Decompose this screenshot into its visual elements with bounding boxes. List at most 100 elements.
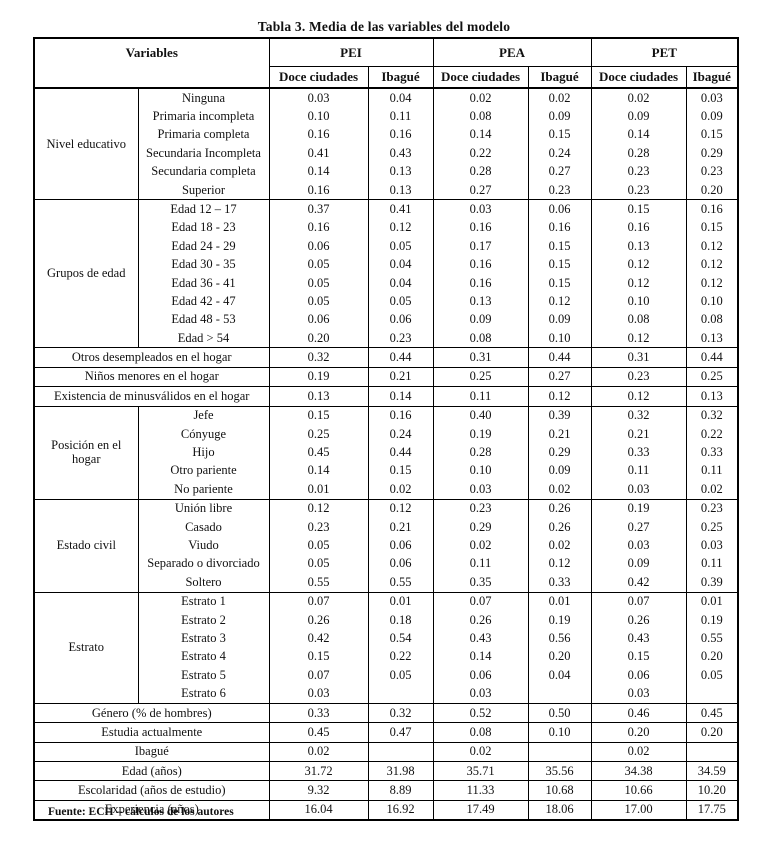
value-cell: 0.42	[268, 629, 369, 648]
table-section: Experiencia (años) 16.04 16.92 17.49 18.06 17…	[33, 799, 739, 821]
value-cell: 0.12	[590, 273, 687, 293]
value-cell: 0.12	[685, 255, 739, 274]
value-cell: 0.02	[590, 87, 687, 108]
value-cell: 0.15	[527, 237, 592, 256]
value-cell: 0.14	[367, 386, 434, 407]
value-cell: 0.19	[527, 610, 592, 630]
value-cell: 0.04	[367, 273, 434, 293]
value-cell: 0.06	[367, 536, 434, 555]
value-cell: 0.13	[685, 386, 739, 407]
value-cell: 0.52	[432, 702, 529, 723]
value-cell: 0.05	[268, 273, 369, 293]
variable-label: Existencia de minusválidos en el hogar	[33, 386, 270, 407]
value-cell: 0.15	[367, 461, 434, 481]
value-cell: 34.38	[590, 761, 687, 781]
value-cell: 0.26	[527, 498, 592, 518]
value-cell: 0.21	[367, 366, 434, 387]
value-cell: 0.06	[590, 666, 687, 685]
column-header-variables: Variables	[33, 38, 270, 89]
table-row: Hijo 0.45 0.44 0.28 0.29 0.33 0.33	[34, 443, 739, 462]
value-cell: 10.68	[527, 780, 592, 801]
value-cell: 0.13	[367, 162, 434, 181]
value-cell: 0.12	[590, 255, 687, 274]
value-cell: 0.22	[367, 647, 434, 667]
value-cell: 0.05	[367, 292, 434, 311]
value-cell: 16.04	[268, 799, 369, 821]
value-cell: 0.03	[268, 684, 369, 704]
value-cell: 0.03	[590, 536, 687, 555]
value-cell: 0.33	[685, 443, 739, 462]
table-row: Niños menores en el hogar 0.19 0.21 0.25 0.2…	[33, 366, 739, 387]
value-cell: 0.16	[432, 273, 529, 293]
column-header-pei: PEI	[268, 38, 434, 67]
value-cell: 0.07	[590, 591, 687, 611]
value-cell: 0.44	[527, 347, 592, 368]
value-cell: 0.55	[268, 573, 369, 593]
value-cell: 16.92	[367, 799, 434, 821]
table-section: Existencia de minusválidos en el hogar 0.…	[33, 386, 739, 407]
value-cell: 0.54	[367, 629, 434, 648]
value-cell: 0.12	[685, 273, 739, 293]
column-subheader-pea-ibague: Ibagué	[527, 66, 592, 89]
value-cell: 0.08	[432, 329, 529, 348]
value-cell: 35.56	[527, 761, 592, 781]
value-cell: 0.04	[367, 255, 434, 274]
value-cell: 0.05	[268, 536, 369, 555]
table-row: Estrato 4 0.15 0.22 0.14 0.20 0.15 0.20	[34, 647, 739, 667]
column-subheader-pet-doce-ciudades: Doce ciudades	[590, 66, 687, 89]
value-cell: 0.20	[685, 180, 739, 200]
value-cell: 0.28	[432, 162, 529, 181]
value-cell: 0.14	[268, 461, 369, 481]
header-subrow: Doce ciudades Ibagué Doce ciudades Ibagué Do…	[34, 66, 739, 89]
column-subheader-pei-ibague: Ibagué	[367, 66, 434, 89]
value-cell: 0.10	[590, 292, 687, 311]
value-cell: 0.10	[527, 329, 592, 348]
value-cell: 0.40	[432, 405, 529, 426]
value-cell: 0.06	[268, 237, 369, 256]
value-cell: 0.09	[590, 554, 687, 574]
variable-label: Ibagué	[33, 741, 270, 762]
table-section: Posición en el hogar Jefe 0.15 0.16 0.40 0.39…	[33, 405, 739, 500]
value-cell: 0.41	[367, 199, 434, 219]
variable-label: Estudia actualmente	[33, 722, 270, 743]
table-row: Ibagué 0.02 0.02 0.02	[33, 741, 739, 762]
value-cell: 0.32	[367, 702, 434, 723]
table-row: Edad 30 - 35 0.05 0.04 0.16 0.15 0.12 0.12	[34, 255, 739, 274]
variable-label: Edad 36 - 41	[137, 273, 270, 293]
value-cell: 0.26	[590, 610, 687, 630]
column-subheader-pei-doce-ciudades: Doce ciudades	[268, 66, 369, 89]
table-row: Edad 42 - 47 0.05 0.05 0.13 0.12 0.10 0.10	[34, 292, 739, 311]
value-cell: 0.09	[590, 107, 687, 126]
variable-label: Estrato 1	[137, 591, 270, 611]
value-cell: 0.47	[367, 722, 434, 743]
value-cell: 0.12	[367, 218, 434, 238]
value-cell	[527, 741, 592, 762]
variable-label: Edad (años)	[33, 761, 270, 781]
variable-label: Edad > 54	[137, 329, 270, 348]
value-cell: 0.03	[590, 684, 687, 704]
value-cell: 0.15	[590, 199, 687, 219]
variable-label: Otros desempleados en el hogar	[33, 347, 270, 368]
table-row: Superior 0.16 0.13 0.27 0.23 0.23 0.20	[34, 180, 739, 200]
group-label: Posición en el hogar	[33, 405, 139, 500]
value-cell	[367, 741, 434, 762]
value-cell: 0.01	[685, 591, 739, 611]
variable-label: Estrato 6	[137, 684, 270, 704]
value-cell: 0.13	[367, 180, 434, 200]
value-cell: 0.44	[685, 347, 739, 368]
value-cell: 0.12	[685, 237, 739, 256]
value-cell: 0.12	[367, 498, 434, 518]
value-cell: 0.21	[590, 425, 687, 444]
table-section: Ibagué 0.02 0.02 0.02	[33, 741, 739, 762]
table-row: Estrato 5 0.07 0.05 0.06 0.04 0.06 0.05	[34, 666, 739, 685]
value-cell: 0.25	[432, 366, 529, 387]
value-cell: 0.37	[268, 199, 369, 219]
value-cell: 0.12	[590, 329, 687, 348]
value-cell: 0.19	[590, 498, 687, 518]
value-cell: 0.02	[527, 87, 592, 108]
value-cell: 0.15	[268, 405, 369, 426]
value-cell: 0.11	[590, 461, 687, 481]
value-cell: 0.14	[432, 647, 529, 667]
variable-label: Separado o divorciado	[137, 554, 270, 574]
value-cell: 0.04	[527, 666, 592, 685]
